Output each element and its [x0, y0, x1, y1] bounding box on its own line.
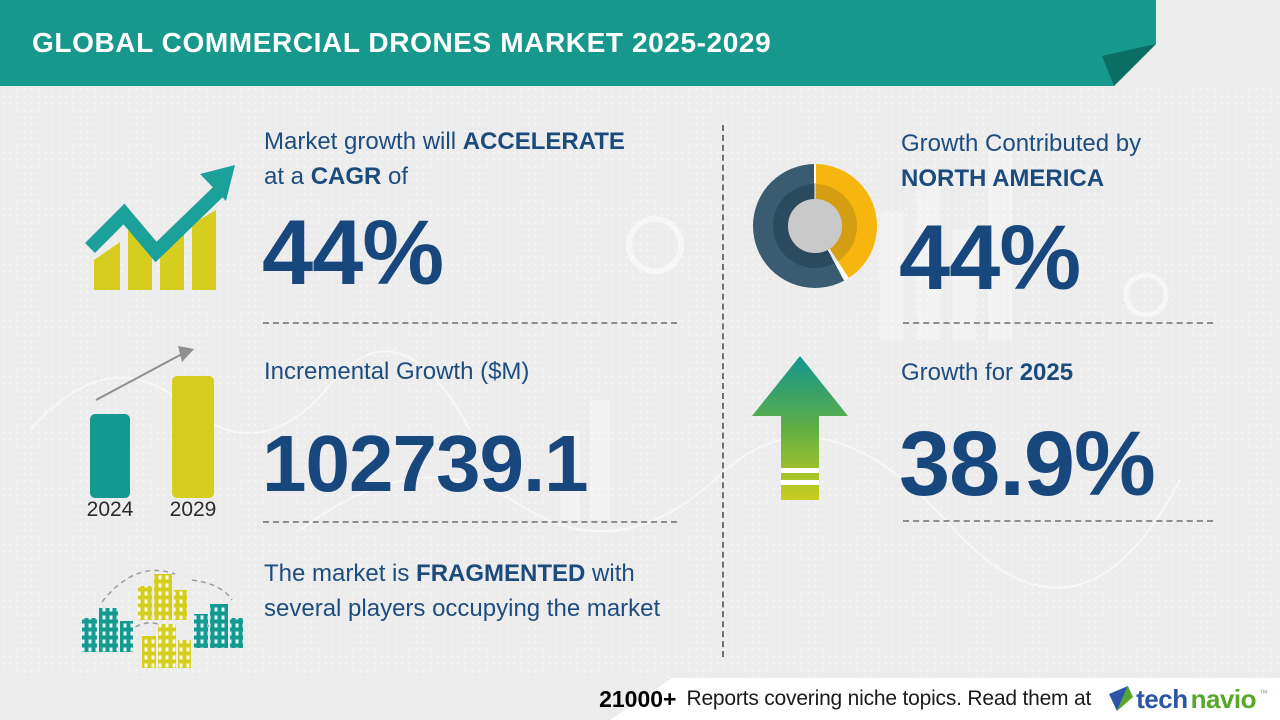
up-arrow-icon — [752, 356, 848, 500]
bar-chart-icon: 2024 2029 — [87, 346, 217, 518]
bar-2024 — [90, 414, 130, 498]
yoy-label: Growth for — [901, 359, 1014, 386]
column-divider — [722, 125, 724, 657]
fragmented-keyword: FRAGMENTED — [416, 560, 586, 587]
donut-chart-icon — [753, 164, 877, 288]
logo-text-tech: tech — [1136, 683, 1188, 714]
bar-label-2024: 2024 — [87, 498, 134, 518]
technavio-logo: tech navio ™ — [1109, 684, 1268, 715]
divider-left-1 — [263, 322, 677, 324]
header-ribbon-shape — [0, 0, 1156, 86]
bar-label-2029: 2029 — [170, 498, 217, 518]
contribution-label: Growth Contributed by — [901, 130, 1142, 157]
accelerate-keyword: ACCELERATE — [462, 128, 625, 155]
cagr-mid: at a — [264, 163, 305, 190]
divider-right-2 — [903, 520, 1213, 522]
yoy-text: Growth for 2025 — [901, 355, 1073, 390]
incremental-value: 102739.1 — [262, 419, 589, 508]
cagr-text: Market growth will ACCELERATE at a CAGR … — [264, 124, 694, 194]
technavio-logomark-icon — [1109, 686, 1134, 711]
contribution-value: 44% — [899, 207, 1081, 309]
header-bar: GLOBAL COMMERCIAL DRONES MARKET 2025-202… — [0, 0, 1280, 92]
trend-arrowhead — [178, 346, 194, 362]
divider-left-2 — [263, 521, 677, 523]
cagr-suffix: of — [388, 163, 409, 190]
buildings-icon — [82, 569, 243, 668]
footer-count: 21000+ — [599, 685, 677, 712]
header-fold — [1102, 44, 1156, 86]
footer-message: Reports covering niche topics. Read them… — [686, 687, 1092, 710]
cagr-keyword: CAGR — [310, 163, 382, 190]
cagr-prefix: Market growth will — [264, 128, 457, 155]
cagr-value: 44% — [262, 202, 444, 304]
fragmentation-prefix: The market is — [264, 560, 410, 587]
yoy-year: 2025 — [1019, 359, 1074, 386]
bar-2029 — [172, 376, 214, 498]
divider-right-1 — [903, 322, 1213, 324]
footer-band — [610, 678, 1280, 720]
logo-text-navio: navio — [1190, 683, 1257, 714]
page-title: GLOBAL COMMERCIAL DRONES MARKET 2025-202… — [32, 27, 772, 58]
fragmentation-text: The market is FRAGMENTED with several pl… — [264, 556, 694, 626]
growth-trend-icon — [85, 165, 235, 290]
contribution-region: NORTH AMERICA — [901, 165, 1105, 192]
footer-bar: 21000+ Reports covering niche topics. Re… — [0, 670, 1280, 720]
contribution-text: Growth Contributed by NORTH AMERICA — [901, 126, 1141, 196]
incremental-label: Incremental Growth ($M) — [264, 358, 530, 385]
logo-trademark: ™ — [1259, 687, 1268, 698]
yoy-value: 38.9% — [899, 413, 1156, 515]
